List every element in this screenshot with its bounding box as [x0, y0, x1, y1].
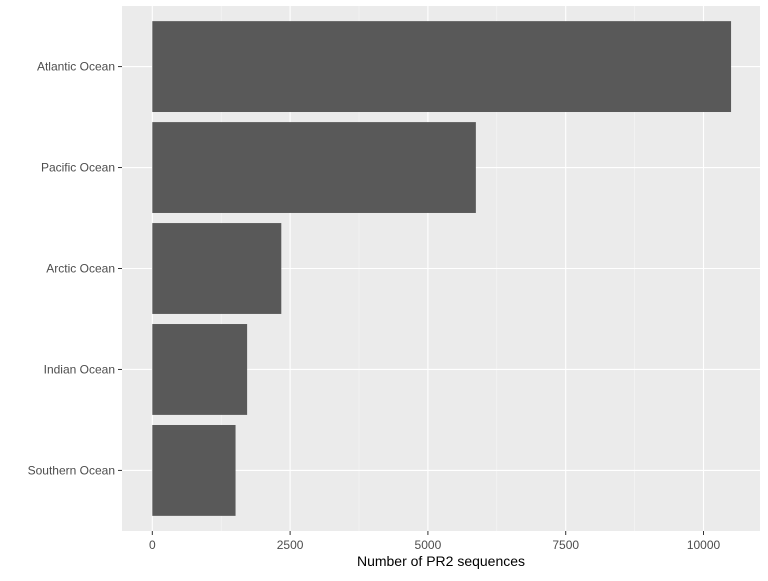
x-tick-label: 0 [149, 538, 156, 552]
bars [152, 21, 732, 516]
bar-atlantic-ocean [152, 21, 732, 113]
y-tick-label: Arctic Ocean [46, 262, 115, 276]
bar-indian-ocean [152, 324, 248, 415]
x-tick-label: 10000 [687, 538, 721, 552]
x-axis-title: Number of PR2 sequences [357, 553, 525, 569]
y-tick-label: Pacific Ocean [41, 161, 115, 175]
y-tick-label: Indian Ocean [44, 362, 115, 376]
bar-arctic-ocean [152, 223, 282, 314]
x-tick-label: 7500 [552, 538, 579, 552]
y-tick-label: Southern Ocean [28, 463, 115, 477]
x-axis: 0 2500 5000 7500 10000 [149, 531, 721, 552]
y-axis: Atlantic Ocean Pacific Ocean Arctic Ocean I… [28, 60, 122, 477]
bar-southern-ocean [152, 424, 236, 516]
x-tick-label: 5000 [415, 538, 442, 552]
y-tick-label: Atlantic Ocean [37, 60, 115, 74]
x-tick-label: 2500 [277, 538, 304, 552]
bar-pacific-ocean [152, 122, 476, 213]
